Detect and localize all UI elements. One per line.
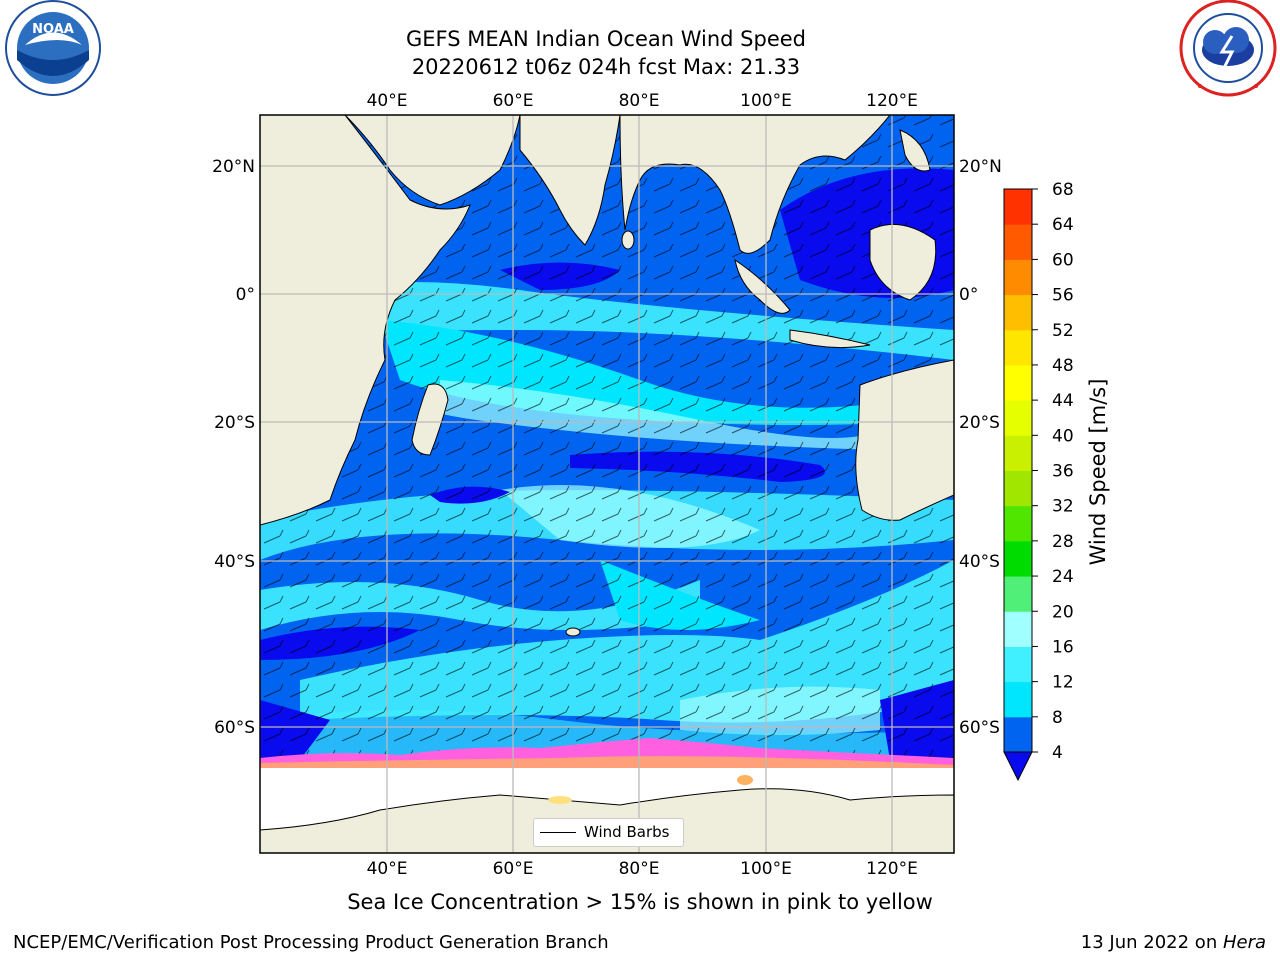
colorbar-tick-label: 52 (1052, 321, 1074, 341)
colorbar-segment (1004, 611, 1032, 647)
lat-label-right: 40°S (959, 552, 1000, 572)
lon-label-bottom: 100°E (740, 859, 792, 879)
colorbar-tick-label: 44 (1052, 391, 1074, 411)
colorbar-label: Wind Speed [m/s] (1086, 378, 1110, 566)
colorbar-segment (1004, 576, 1032, 612)
sea-ice-note: Sea Ice Concentration > 15% is shown in … (347, 890, 933, 914)
colorbar-segment (1004, 189, 1032, 225)
noaa-logo: NOAA (5, 0, 101, 96)
colorbar-segment (1004, 505, 1032, 542)
lon-label-top: 120°E (866, 91, 918, 111)
footer-date-text: 13 Jun 2022 on (1080, 932, 1223, 953)
footer-date: 13 Jun 2022 on Hera (1081, 932, 1266, 953)
footer-credit: NCEP/EMC/Verification Post Processing Pr… (13, 932, 609, 953)
lon-label-bottom: 120°E (866, 859, 918, 879)
legend-label: Wind Barbs (584, 823, 670, 841)
colorbar-segment (1004, 400, 1032, 436)
noaa-logo-text: NOAA (32, 22, 74, 37)
colorbar-tick-label: 36 (1052, 462, 1074, 482)
lon-label-top: 60°E (493, 91, 534, 111)
colorbar-segment (1004, 435, 1032, 471)
colorbar-segment (1004, 716, 1032, 753)
colorbar-tick-label: 56 (1052, 286, 1074, 306)
map-area (260, 115, 954, 853)
colorbar-segment (1004, 681, 1032, 718)
colorbar-segment (1004, 294, 1032, 331)
colorbar-tick-label: 20 (1052, 602, 1074, 622)
colorbar-tick-label: 16 (1052, 637, 1074, 657)
lat-label-right: 20°S (959, 413, 1000, 433)
colorbar-tick-label: 24 (1052, 567, 1074, 587)
colorbar-tick-label: 4 (1052, 743, 1063, 763)
colorbar-underflow-arrow (1003, 751, 1033, 782)
wind-barb-legend-line (540, 832, 576, 833)
footer-host: Hera (1222, 932, 1266, 953)
lat-label-right: 20°N (959, 157, 1002, 177)
lon-label-top: 100°E (740, 91, 792, 111)
lat-label-right: 0° (959, 285, 978, 305)
colorbar-tick-label: 32 (1052, 497, 1074, 517)
nws-logo (1179, 0, 1277, 97)
colorbar-tick-label: 48 (1052, 356, 1074, 376)
colorbar-tick-label: 8 (1052, 708, 1063, 728)
lon-label-top: 40°E (367, 91, 408, 111)
lat-label-left: 20°N (212, 157, 255, 177)
colorbar-segment (1004, 224, 1032, 260)
colorbar-segment (1004, 470, 1032, 507)
lon-label-bottom: 60°E (493, 859, 534, 879)
lon-label-top: 80°E (619, 91, 660, 111)
colorbar-tick-label: 12 (1052, 673, 1074, 693)
colorbar-tick-label: 60 (1052, 250, 1074, 270)
lat-label-left: 60°S (214, 718, 255, 738)
map-legend: Wind Barbs (533, 818, 684, 847)
lon-label-bottom: 40°E (367, 859, 408, 879)
chart-subtitle: 20220612 t06z 024h fcst Max: 21.33 (411, 55, 801, 79)
lat-label-right: 60°S (959, 718, 1000, 738)
colorbar-tick-label: 64 (1052, 215, 1074, 235)
lat-label-left: 20°S (214, 413, 255, 433)
colorbar-segment (1004, 329, 1032, 366)
colorbar-tick-label: 28 (1052, 532, 1074, 552)
colorbar-segment (1004, 646, 1032, 683)
lat-label-left: 0° (236, 285, 255, 305)
colorbar-segment (1004, 364, 1032, 401)
map-frame (259, 114, 955, 854)
colorbar-tick-label: 40 (1052, 426, 1074, 446)
lon-label-bottom: 80°E (619, 859, 660, 879)
lat-label-left: 40°S (214, 552, 255, 572)
colorbar-segment (1004, 540, 1032, 577)
chart-title: GEFS MEAN Indian Ocean Wind Speed (405, 27, 807, 51)
colorbar-segment (1004, 259, 1032, 296)
colorbar-tick-label: 68 (1052, 180, 1074, 200)
